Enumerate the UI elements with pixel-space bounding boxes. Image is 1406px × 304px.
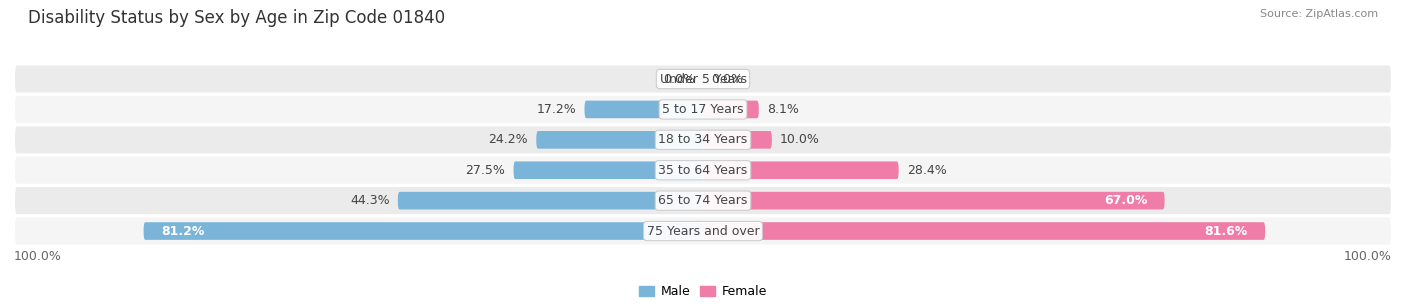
- Text: Disability Status by Sex by Age in Zip Code 01840: Disability Status by Sex by Age in Zip C…: [28, 9, 446, 27]
- FancyBboxPatch shape: [14, 64, 1392, 94]
- Text: 81.2%: 81.2%: [160, 225, 204, 237]
- Text: 35 to 64 Years: 35 to 64 Years: [658, 164, 748, 177]
- Text: 0.0%: 0.0%: [662, 73, 695, 85]
- FancyBboxPatch shape: [14, 125, 1392, 154]
- FancyBboxPatch shape: [585, 101, 703, 118]
- FancyBboxPatch shape: [14, 216, 1392, 246]
- Text: 10.0%: 10.0%: [780, 133, 820, 146]
- Text: 65 to 74 Years: 65 to 74 Years: [658, 194, 748, 207]
- Text: 75 Years and over: 75 Years and over: [647, 225, 759, 237]
- FancyBboxPatch shape: [14, 95, 1392, 124]
- Text: 100.0%: 100.0%: [1344, 250, 1392, 263]
- FancyBboxPatch shape: [513, 161, 703, 179]
- Legend: Male, Female: Male, Female: [634, 280, 772, 303]
- FancyBboxPatch shape: [536, 131, 703, 149]
- FancyBboxPatch shape: [143, 222, 703, 240]
- FancyBboxPatch shape: [703, 192, 1164, 209]
- Text: 0.0%: 0.0%: [711, 73, 744, 85]
- Text: 27.5%: 27.5%: [465, 164, 505, 177]
- Text: 17.2%: 17.2%: [537, 103, 576, 116]
- FancyBboxPatch shape: [398, 192, 703, 209]
- Text: Under 5 Years: Under 5 Years: [659, 73, 747, 85]
- FancyBboxPatch shape: [703, 161, 898, 179]
- FancyBboxPatch shape: [14, 186, 1392, 215]
- Text: 28.4%: 28.4%: [907, 164, 946, 177]
- Text: 8.1%: 8.1%: [768, 103, 799, 116]
- Text: 18 to 34 Years: 18 to 34 Years: [658, 133, 748, 146]
- Text: 67.0%: 67.0%: [1104, 194, 1147, 207]
- Text: Source: ZipAtlas.com: Source: ZipAtlas.com: [1260, 9, 1378, 19]
- Text: 5 to 17 Years: 5 to 17 Years: [662, 103, 744, 116]
- Text: 81.6%: 81.6%: [1205, 225, 1249, 237]
- FancyBboxPatch shape: [703, 131, 772, 149]
- Text: 24.2%: 24.2%: [488, 133, 529, 146]
- FancyBboxPatch shape: [703, 101, 759, 118]
- Text: 100.0%: 100.0%: [14, 250, 62, 263]
- FancyBboxPatch shape: [703, 222, 1265, 240]
- FancyBboxPatch shape: [14, 156, 1392, 185]
- Text: 44.3%: 44.3%: [350, 194, 389, 207]
